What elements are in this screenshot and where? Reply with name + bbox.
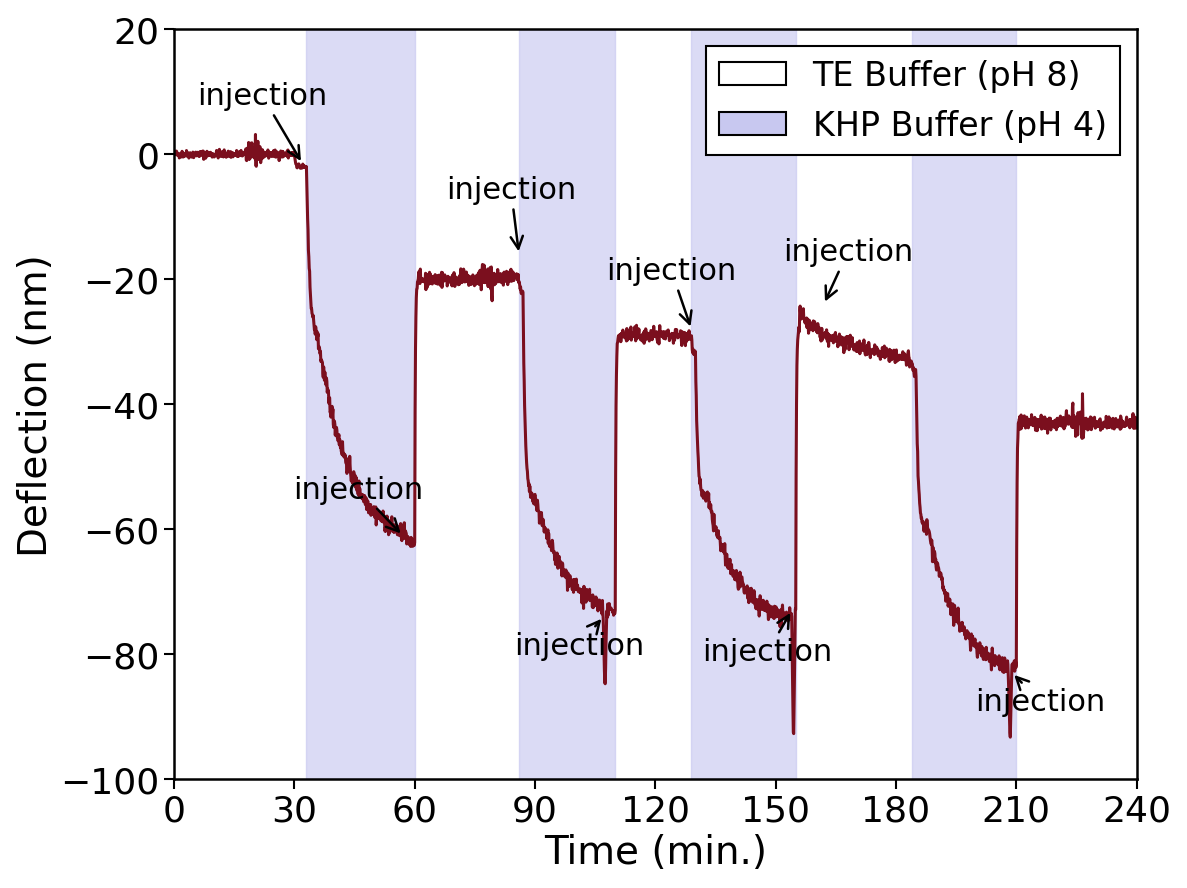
Y-axis label: Deflection (nm): Deflection (nm) — [17, 253, 55, 556]
Text: injection: injection — [293, 475, 424, 532]
Text: injection: injection — [702, 615, 832, 667]
Bar — [912, 30, 1016, 780]
Text: injection: injection — [197, 82, 328, 160]
Text: injection: injection — [514, 622, 643, 661]
Legend: TE Buffer (pH 8), KHP Buffer (pH 4): TE Buffer (pH 8), KHP Buffer (pH 4) — [705, 47, 1119, 156]
Bar — [306, 30, 414, 780]
Text: injection: injection — [445, 176, 576, 250]
X-axis label: Time (min.): Time (min.) — [544, 834, 767, 871]
Text: injection: injection — [975, 678, 1105, 717]
Bar — [519, 30, 615, 780]
Bar — [691, 30, 795, 780]
Text: injection: injection — [782, 238, 913, 300]
Text: injection: injection — [605, 257, 736, 324]
